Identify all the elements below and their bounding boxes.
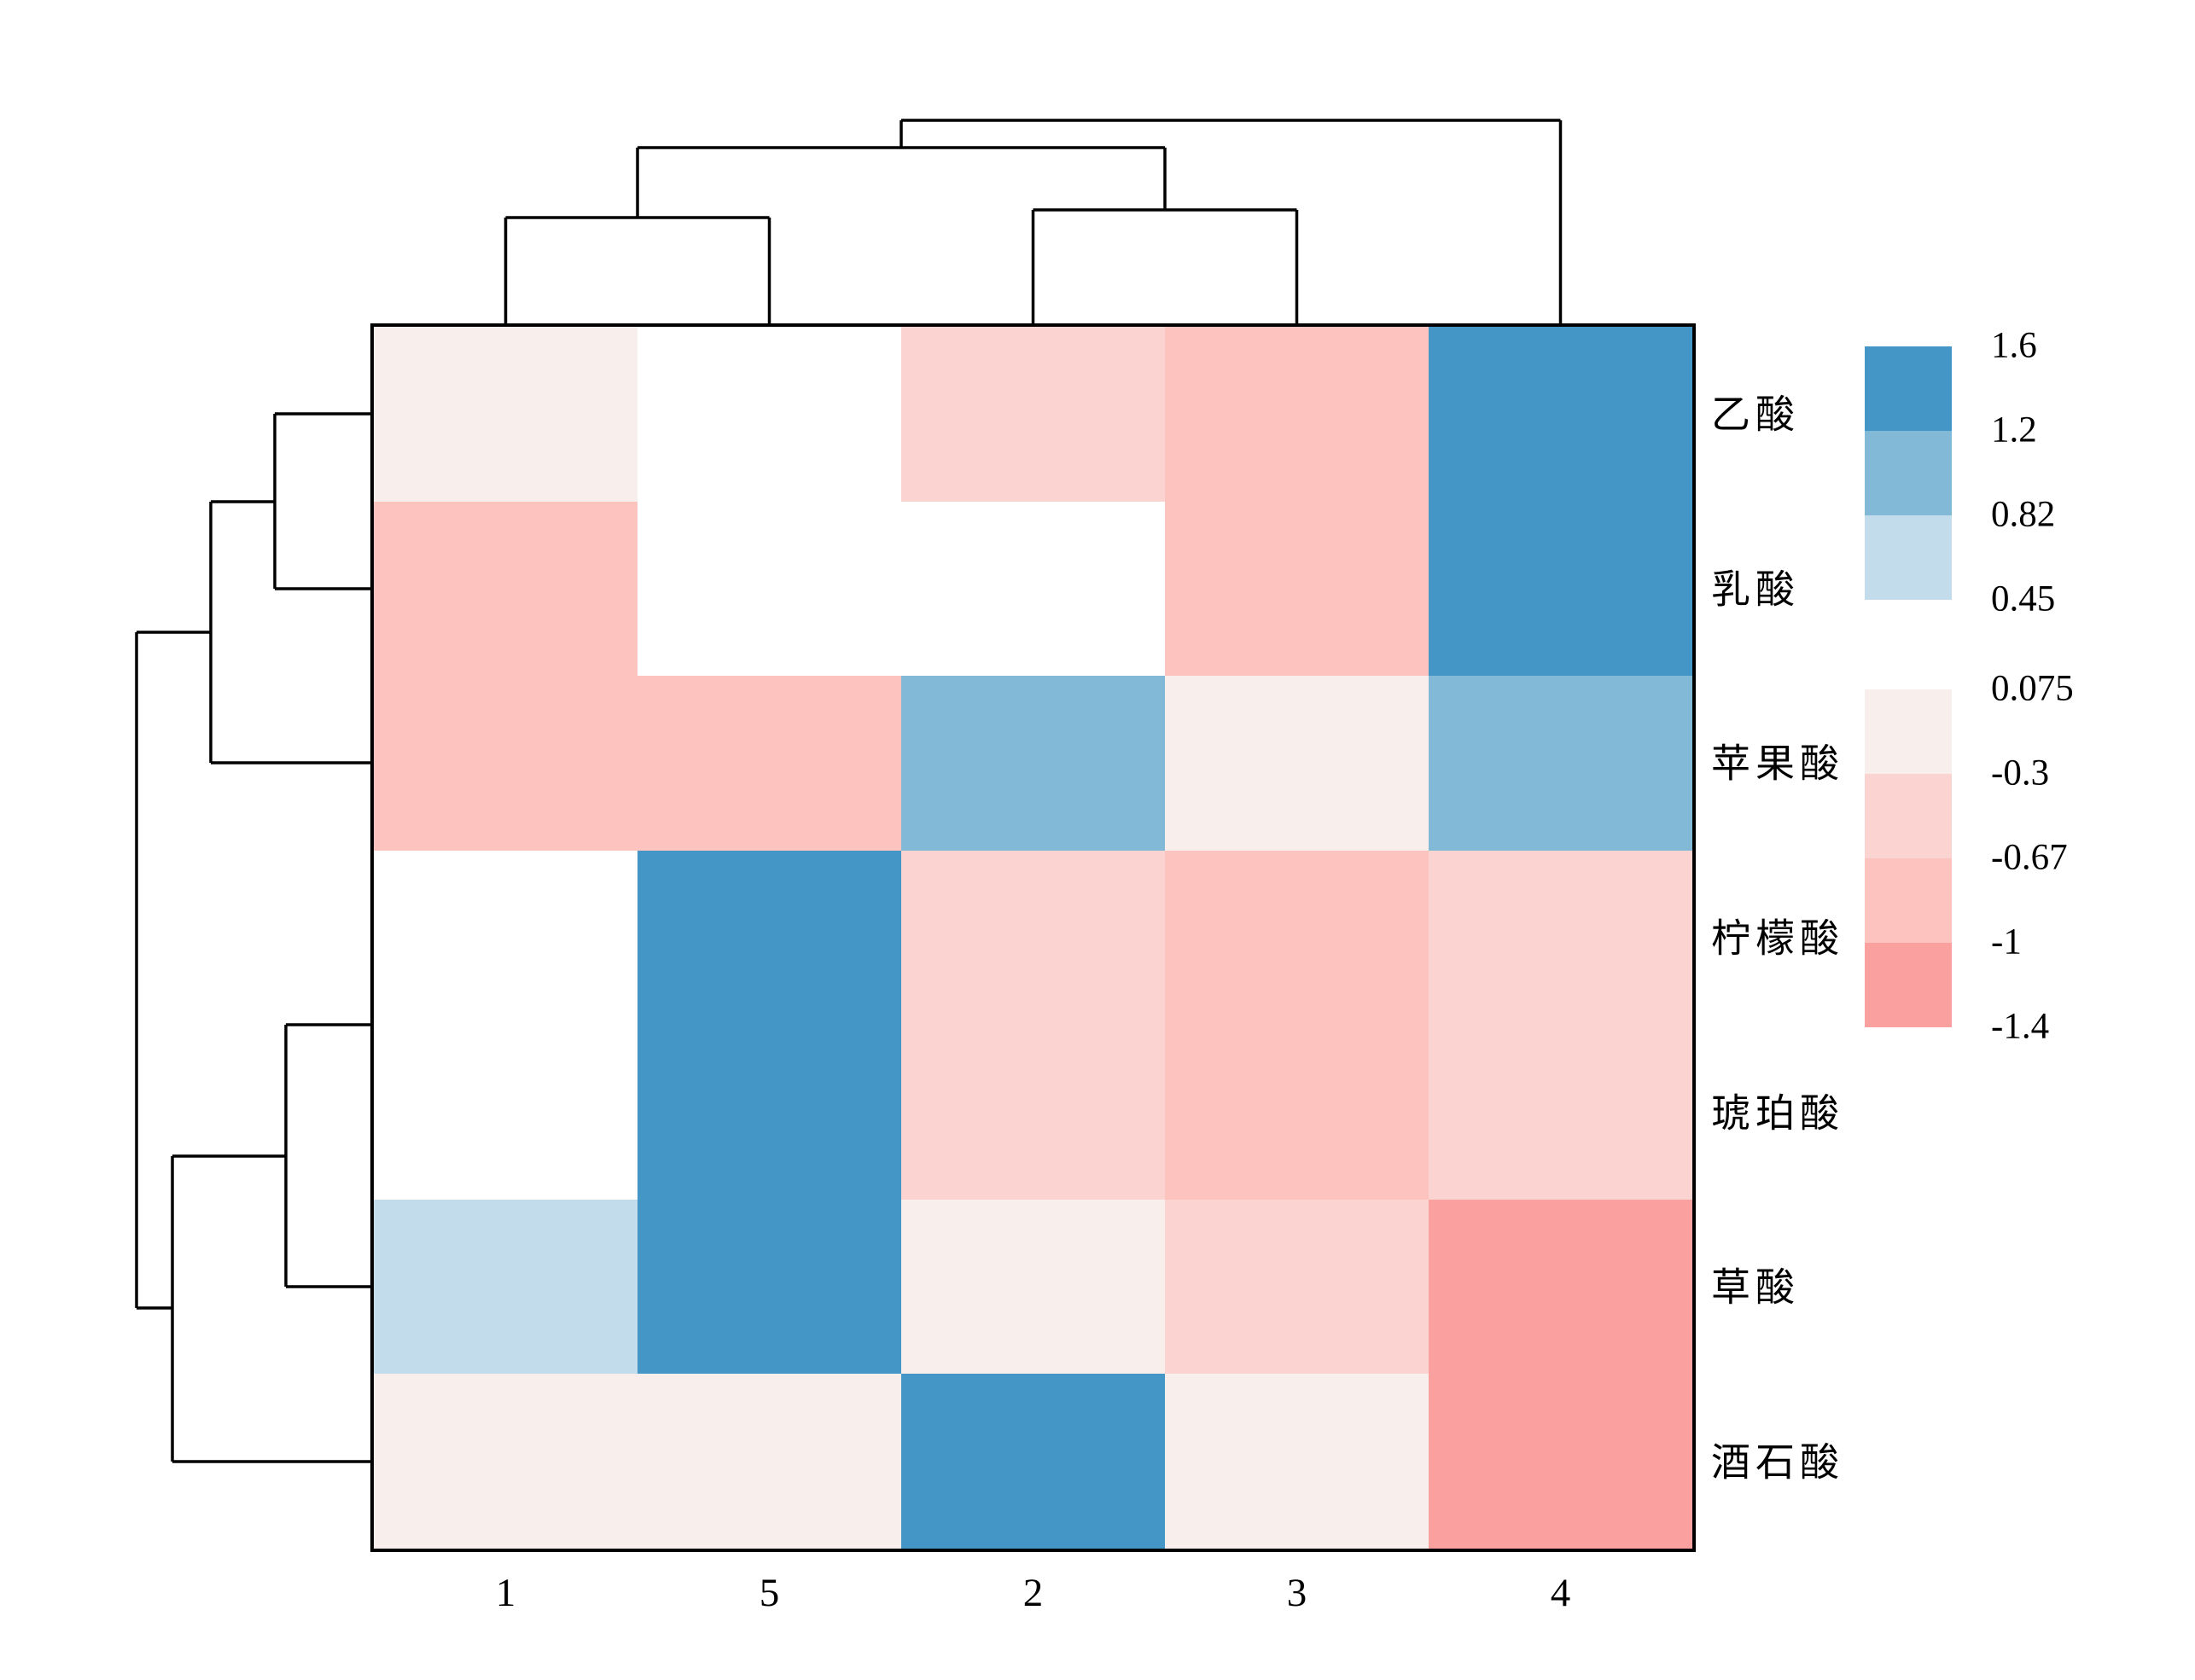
row-label-酒石酸: 酒石酸 xyxy=(1711,1440,1844,1485)
heatmap-cell-酒石酸-2 xyxy=(901,1374,1165,1549)
heatmap-cell-柠檬酸-2 xyxy=(901,850,1165,1026)
heatmap-cell-琥珀酸-1 xyxy=(374,1025,638,1200)
row-label-琥珀酸: 琥珀酸 xyxy=(1711,1090,1844,1135)
row-dendrogram xyxy=(135,412,374,1463)
heatmap-cell-草酸-5 xyxy=(638,1199,901,1375)
legend-tick-label: -1 xyxy=(1991,921,2022,962)
heatmap-cell-苹果酸-4 xyxy=(1429,676,1692,851)
heatmap-cell-乙酸-3 xyxy=(1165,327,1429,502)
heatmap-cell-乳酸-5 xyxy=(638,501,901,677)
legend-tick-label: 0.82 xyxy=(1991,494,2056,535)
heatmap-cell-乙酸-1 xyxy=(374,327,638,502)
heatmap-cell-草酸-4 xyxy=(1429,1199,1692,1375)
heatmap-cell-酒石酸-5 xyxy=(638,1374,901,1549)
heatmap-cell-酒石酸-1 xyxy=(374,1374,638,1549)
heatmap-cell-柠檬酸-1 xyxy=(374,850,638,1026)
heatmap-cell-乳酸-1 xyxy=(374,501,638,677)
col-label-2: 2 xyxy=(1022,1571,1044,1615)
heatmap-cell-乙酸-5 xyxy=(638,327,901,502)
heatmap-cell-酒石酸-4 xyxy=(1429,1374,1692,1549)
heatmap-cell-苹果酸-5 xyxy=(638,676,901,851)
col-label-3: 3 xyxy=(1286,1571,1307,1615)
legend-tick-label: 1.6 xyxy=(1991,325,2037,366)
heatmap-cell-乙酸-4 xyxy=(1429,327,1692,502)
heatmap-cell-草酸-1 xyxy=(374,1199,638,1375)
heatmap-cell-苹果酸-3 xyxy=(1165,676,1429,851)
legend-tick-label: 0.075 xyxy=(1991,668,2074,709)
row-label-乙酸: 乙酸 xyxy=(1711,392,1800,437)
row-label-乳酸: 乳酸 xyxy=(1711,567,1800,612)
heatmap-cell-苹果酸-2 xyxy=(901,676,1165,851)
legend-blue-swatch-lblue xyxy=(1865,515,1952,600)
heatmap-cell-苹果酸-1 xyxy=(374,676,638,851)
heatmap-cell-草酸-3 xyxy=(1165,1199,1429,1375)
legend-tick-label: -0.3 xyxy=(1991,753,2050,793)
col-label-1: 1 xyxy=(495,1571,516,1615)
row-label-柠檬酸: 柠檬酸 xyxy=(1711,916,1844,961)
heatmap-cell-琥珀酸-4 xyxy=(1429,1025,1692,1200)
legend-blue-swatch-dblue xyxy=(1865,346,1952,431)
legend-pink-swatch-vlpink xyxy=(1865,689,1952,774)
heatmap-cell-琥珀酸-3 xyxy=(1165,1025,1429,1200)
heatmap-cell-柠檬酸-3 xyxy=(1165,850,1429,1026)
legend-blue-swatch-mblue xyxy=(1865,431,1952,515)
legend-pink-swatch-lpink xyxy=(1865,774,1952,858)
legend-tick-label: -0.67 xyxy=(1991,837,2068,878)
legend-pink-swatch-spink xyxy=(1865,943,1952,1027)
col-label-4: 4 xyxy=(1550,1571,1571,1615)
heatmap-cell-柠檬酸-5 xyxy=(638,850,901,1026)
legend-tick-label: 0.45 xyxy=(1991,578,2056,619)
heatmap-cell-酒石酸-3 xyxy=(1165,1374,1429,1549)
heatmap-cell-乳酸-4 xyxy=(1429,501,1692,677)
legend-tick-label: 1.2 xyxy=(1991,410,2037,451)
col-label-5: 5 xyxy=(759,1571,780,1615)
row-label-苹果酸: 苹果酸 xyxy=(1711,741,1844,786)
row-label-草酸: 草酸 xyxy=(1711,1265,1800,1310)
legend-tick-label: -1.4 xyxy=(1991,1006,2050,1047)
heatmap-cell-乳酸-3 xyxy=(1165,501,1429,677)
heatmap-cell-琥珀酸-2 xyxy=(901,1025,1165,1200)
heatmap-cell-乙酸-2 xyxy=(901,327,1165,502)
column-dendrogram xyxy=(504,119,1563,327)
heatmap-cell-柠檬酸-4 xyxy=(1429,850,1692,1026)
heatmap-grid xyxy=(370,323,1696,1552)
heatmap-cell-琥珀酸-5 xyxy=(638,1025,901,1200)
heatmap-cell-草酸-2 xyxy=(901,1199,1165,1375)
heatmap-cell-乳酸-2 xyxy=(901,501,1165,677)
legend-pink-swatch-pink xyxy=(1865,858,1952,943)
